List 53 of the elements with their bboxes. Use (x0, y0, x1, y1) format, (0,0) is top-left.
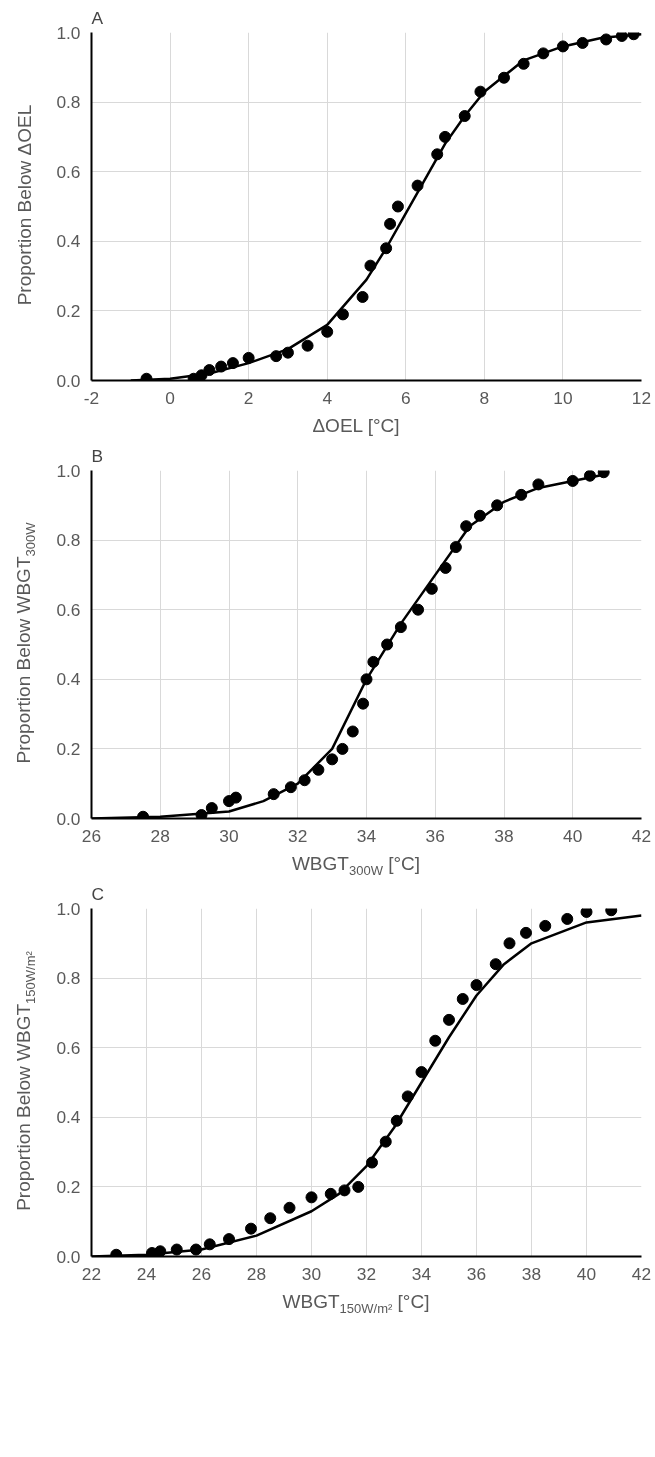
y-tick-label: 0.0 (56, 370, 81, 391)
y-tick-label: 0.4 (56, 669, 81, 690)
y-tick-label: 0.6 (56, 1037, 81, 1058)
chart-title: A (91, 7, 104, 28)
x-tick-label: 42 (631, 825, 652, 846)
x-axis-title: WBGT$_{150W/m²}$ [°C] (282, 1291, 430, 1316)
y-tick-label: 0.2 (56, 1176, 81, 1197)
x-tick-label: 28 (246, 1263, 267, 1284)
y-axis-title: Proportion Below ΔOEL (14, 104, 36, 306)
y-tick-label: 0.8 (56, 968, 81, 989)
x-tick-label: 8 (479, 387, 490, 408)
x-tick-label: 2 (243, 387, 254, 408)
x-tick-label: 34 (356, 825, 377, 846)
x-tick-label: 36 (425, 825, 445, 846)
x-tick-label: 32 (288, 825, 308, 846)
x-tick-label: 30 (301, 1263, 322, 1284)
x-axis-title: WBGT$_{300W}$ [°C] (291, 853, 421, 878)
x-tick-label: 34 (411, 1263, 432, 1284)
y-tick-label: 0.8 (56, 92, 81, 113)
x-tick-label: 30 (219, 825, 239, 846)
x-tick-label: 6 (400, 387, 411, 408)
chart-title: C (91, 883, 105, 904)
x-tick-label: 0 (165, 387, 175, 408)
y-tick-label: 1.0 (56, 898, 81, 919)
y-tick-label: 0.4 (56, 231, 81, 252)
x-tick-label: 38 (494, 825, 514, 846)
y-tick-label: 0.0 (56, 1246, 81, 1267)
x-tick-label: 10 (553, 387, 573, 408)
x-tick-label: 22 (81, 1263, 102, 1284)
y-tick-label: 0.6 (56, 161, 81, 182)
y-tick-label: 0.4 (56, 1107, 81, 1128)
x-tick-label: -2 (83, 387, 100, 408)
x-axis-title: ΔOEL [°C] (312, 415, 400, 436)
x-tick-label: 24 (136, 1263, 157, 1284)
y-tick-label: 1.0 (56, 22, 81, 43)
x-tick-label: 40 (576, 1263, 597, 1284)
y-tick-label: 0.2 (56, 300, 81, 321)
chart-title: B (91, 445, 104, 466)
x-tick-label: 28 (150, 825, 170, 846)
y-tick-label: 0.2 (56, 738, 81, 759)
x-tick-label: 42 (631, 1263, 652, 1284)
x-tick-label: 26 (191, 1263, 212, 1284)
y-tick-label: 0.0 (56, 808, 81, 829)
x-tick-label: 40 (563, 825, 583, 846)
y-tick-label: 0.8 (56, 530, 81, 551)
y-tick-label: 1.0 (56, 460, 81, 481)
x-tick-label: 38 (521, 1263, 542, 1284)
x-tick-label: 32 (356, 1263, 377, 1284)
x-tick-label: 4 (322, 387, 333, 408)
x-tick-label: 36 (466, 1263, 487, 1284)
x-tick-label: 12 (631, 387, 652, 408)
y-tick-label: 0.6 (56, 599, 81, 620)
x-tick-label: 26 (81, 825, 102, 846)
